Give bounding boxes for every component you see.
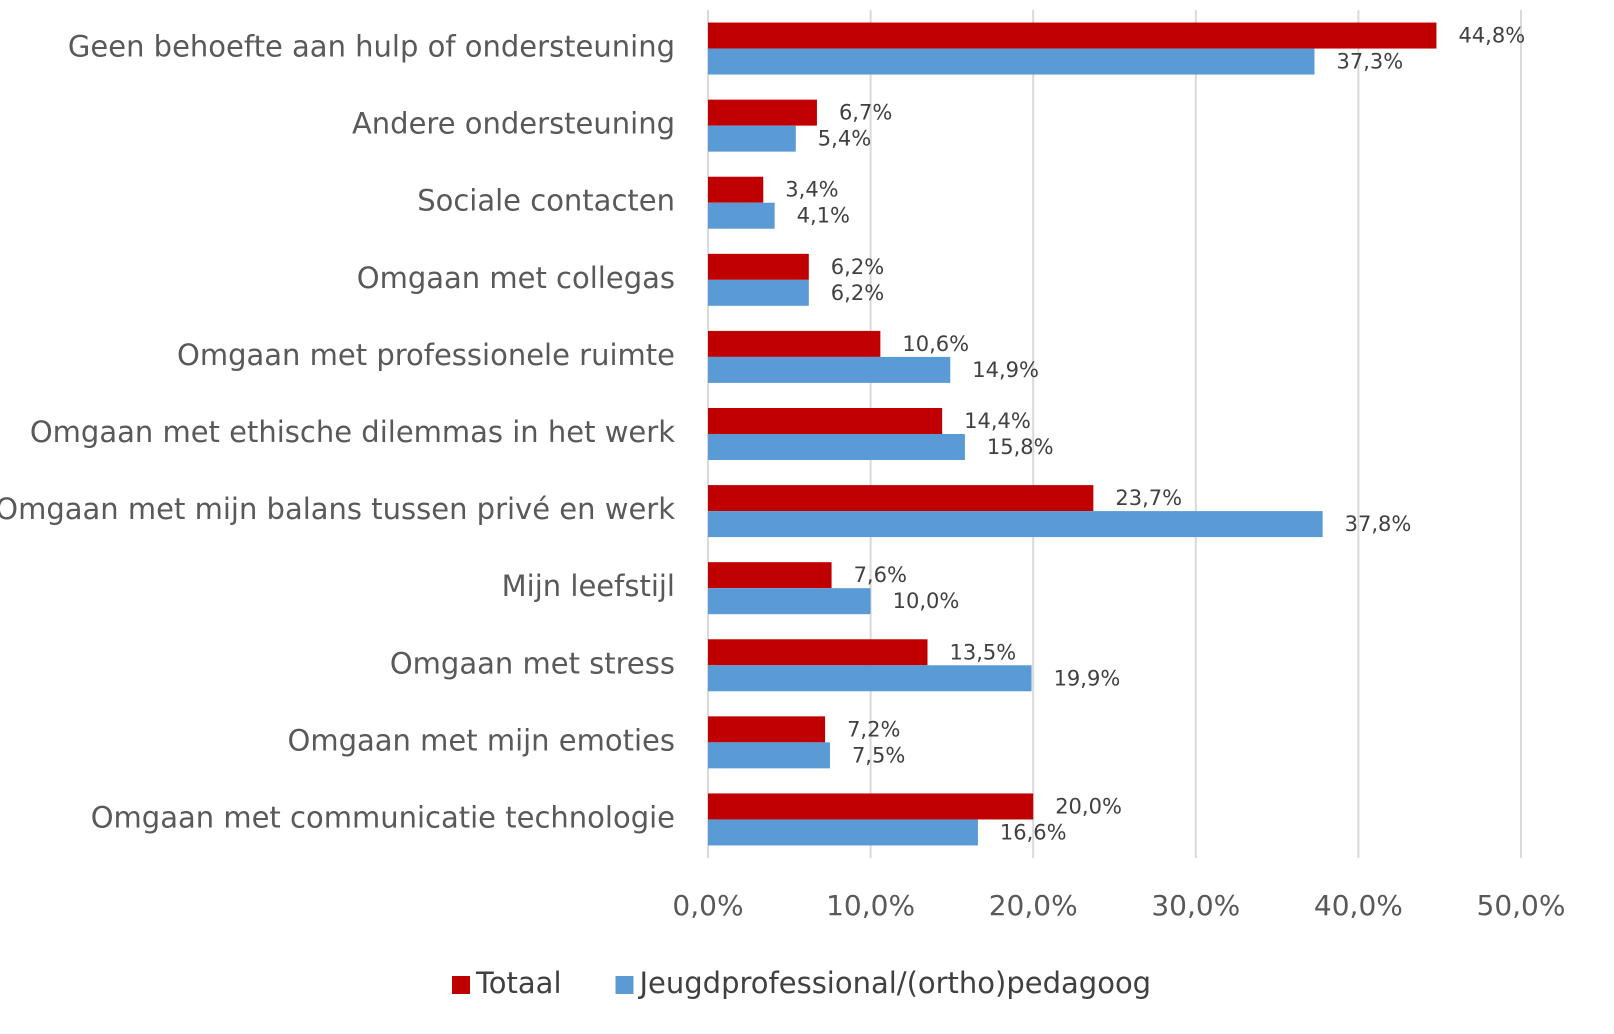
y-tick-label: Omgaan met ethische dilemmas in het werk [30,415,675,449]
value-label: 4,1% [797,204,850,228]
value-label: 6,2% [831,255,884,279]
legend-swatch [615,976,634,994]
bar [708,408,943,434]
bar [708,819,978,846]
value-label: 10,0% [893,589,960,613]
y-tick-label: Geen behoefte aan hulp of ondersteuning [68,30,675,64]
legend-label: Jeugdprofessional/(ortho)pedagoog [638,966,1152,1000]
value-label: 6,2% [831,281,884,305]
bar [708,48,1315,75]
value-label: 15,8% [987,435,1054,459]
value-label: 19,9% [1054,666,1121,690]
bar [708,279,809,306]
y-tick-label: Andere ondersteuning [352,107,675,141]
bar [708,511,1323,538]
value-label: 7,6% [854,563,907,587]
value-label: 10,6% [902,332,969,356]
bar [708,562,832,589]
value-label: 6,7% [839,101,892,125]
y-tick-label: Omgaan met mijn emoties [288,723,675,757]
value-label: 14,4% [964,409,1031,433]
x-tick-label: 20,0% [989,889,1078,922]
bar [708,253,809,280]
y-tick-label: Omgaan met mijn balans tussen privé en w… [0,492,675,526]
bar [708,356,951,383]
bar [708,99,817,126]
x-tick-label: 40,0% [1314,889,1403,922]
y-tick-label: Sociale contacten [417,184,675,218]
value-label: 23,7% [1115,486,1182,510]
value-label: 13,5% [950,640,1017,664]
bar [708,639,928,666]
bar [708,485,1094,512]
value-label: 5,4% [818,127,871,151]
legend-label: Totaal [475,966,562,1000]
bar [708,125,796,152]
bar [708,588,871,615]
y-tick-label: Mijn leefstijl [502,569,675,603]
value-label: 3,4% [785,178,838,202]
bar [708,434,965,460]
y-tick-label: Omgaan met stress [390,646,675,680]
value-label: 20,0% [1055,794,1122,818]
x-tick-label: 50,0% [1477,889,1566,922]
bar [708,22,1437,49]
bar [708,176,764,203]
legend-swatch [452,976,470,994]
value-label: 14,9% [972,358,1039,382]
value-label: 7,5% [852,743,905,767]
y-tick-label: Omgaan met collegas [357,261,675,295]
bar [708,716,826,743]
bar [708,742,830,769]
value-label: 7,2% [847,717,900,741]
bar [708,202,775,229]
x-tick-label: 30,0% [1151,889,1240,922]
value-label: 37,3% [1336,50,1403,74]
bar [708,665,1032,692]
x-tick-label: 0,0% [672,889,743,922]
bar [708,330,881,357]
y-tick-label: Omgaan met professionele ruimte [177,338,675,372]
bar [708,793,1034,820]
value-label: 37,8% [1345,512,1412,536]
value-label: 16,6% [1000,820,1067,844]
x-tick-label: 10,0% [826,889,915,922]
y-tick-label: Omgaan met communicatie technologie [91,800,675,834]
value-label: 44,8% [1458,24,1525,48]
